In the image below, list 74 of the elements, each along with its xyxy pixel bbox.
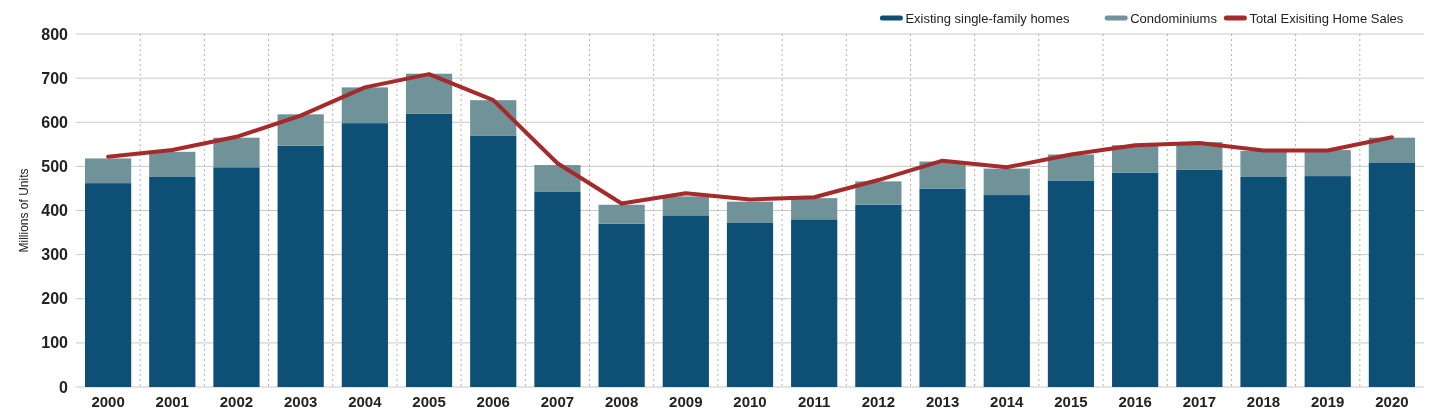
- bar: [149, 151, 196, 177]
- bar: [1240, 176, 1287, 387]
- legend-label: Total Exisiting Home Sales: [1249, 10, 1404, 26]
- x-tick-label: 2010: [733, 393, 767, 410]
- x-tick-label: 2007: [540, 393, 575, 410]
- bar: [1240, 150, 1287, 177]
- x-tick-label: 2017: [1182, 393, 1217, 410]
- bar: [855, 181, 902, 205]
- x-tick-label: 2019: [1311, 393, 1345, 410]
- bar: [1368, 162, 1416, 387]
- y-tick-label: 600: [41, 113, 69, 131]
- bar: [149, 176, 196, 387]
- x-tick-label: 2020: [1375, 393, 1409, 410]
- bar: [470, 135, 517, 387]
- bar: [1176, 169, 1223, 387]
- bar: [726, 201, 774, 223]
- legend-label: Existing single-family homes: [905, 10, 1070, 26]
- bar: [341, 123, 388, 387]
- x-tick-label: 2002: [219, 393, 254, 410]
- bar: [1304, 176, 1351, 387]
- bar: [534, 191, 581, 387]
- y-tick-label: 700: [41, 69, 69, 87]
- bar: [791, 219, 838, 387]
- y-axis-title: Millions of Units: [17, 168, 31, 253]
- x-tick-label: 2013: [925, 393, 960, 410]
- x-tick-label: 2006: [476, 393, 510, 410]
- x-tick-label: 2015: [1054, 393, 1088, 410]
- bar: [791, 198, 838, 220]
- bar: [213, 137, 260, 168]
- bar: [726, 222, 774, 387]
- legend-label: Condominiums: [1130, 10, 1218, 26]
- bar: [855, 204, 902, 387]
- x-tick-label: 2005: [412, 393, 446, 410]
- y-tick-label: 400: [41, 202, 69, 220]
- x-tick-label: 2003: [283, 393, 318, 410]
- x-tick-label: 2011: [797, 393, 831, 410]
- bar: [1112, 172, 1159, 387]
- bar: [470, 100, 517, 136]
- x-tick-label: 2000: [91, 393, 125, 410]
- y-tick-label: 500: [41, 157, 69, 175]
- line-series: [106, 72, 1394, 206]
- bar: [1304, 150, 1351, 177]
- x-tick-label: 2018: [1246, 393, 1281, 410]
- bar: [84, 158, 132, 184]
- bar: [598, 204, 645, 224]
- x-tick-label: 2008: [604, 393, 639, 410]
- bar: [919, 188, 966, 387]
- y-tick-label: 0: [59, 378, 69, 396]
- bar: [983, 168, 1030, 196]
- x-tick-label: 2012: [861, 393, 896, 410]
- bar: [662, 215, 709, 387]
- y-tick-label: 200: [41, 290, 69, 308]
- bar: [662, 196, 709, 216]
- bar: [1112, 145, 1159, 173]
- bar: [983, 195, 1030, 387]
- bar: [1047, 180, 1095, 387]
- bar: [598, 223, 645, 387]
- y-tick-label: 300: [41, 246, 69, 264]
- bar: [341, 87, 388, 124]
- x-tick-label: 2014: [990, 393, 1025, 410]
- x-tick-label: 2004: [348, 393, 383, 410]
- bar: [277, 114, 324, 146]
- x-tick-label: 2001: [155, 393, 189, 410]
- bar: [1047, 154, 1095, 181]
- bar: [405, 113, 453, 387]
- bar: [213, 167, 260, 387]
- bar: [534, 165, 581, 192]
- y-tick-label: 800: [41, 25, 69, 43]
- y-tick-label: 100: [41, 334, 69, 352]
- x-tick-label: 2016: [1118, 393, 1152, 410]
- x-tick-label: 2009: [669, 393, 703, 410]
- bar: [277, 145, 324, 387]
- bar: [1368, 137, 1416, 163]
- bar: [84, 183, 132, 387]
